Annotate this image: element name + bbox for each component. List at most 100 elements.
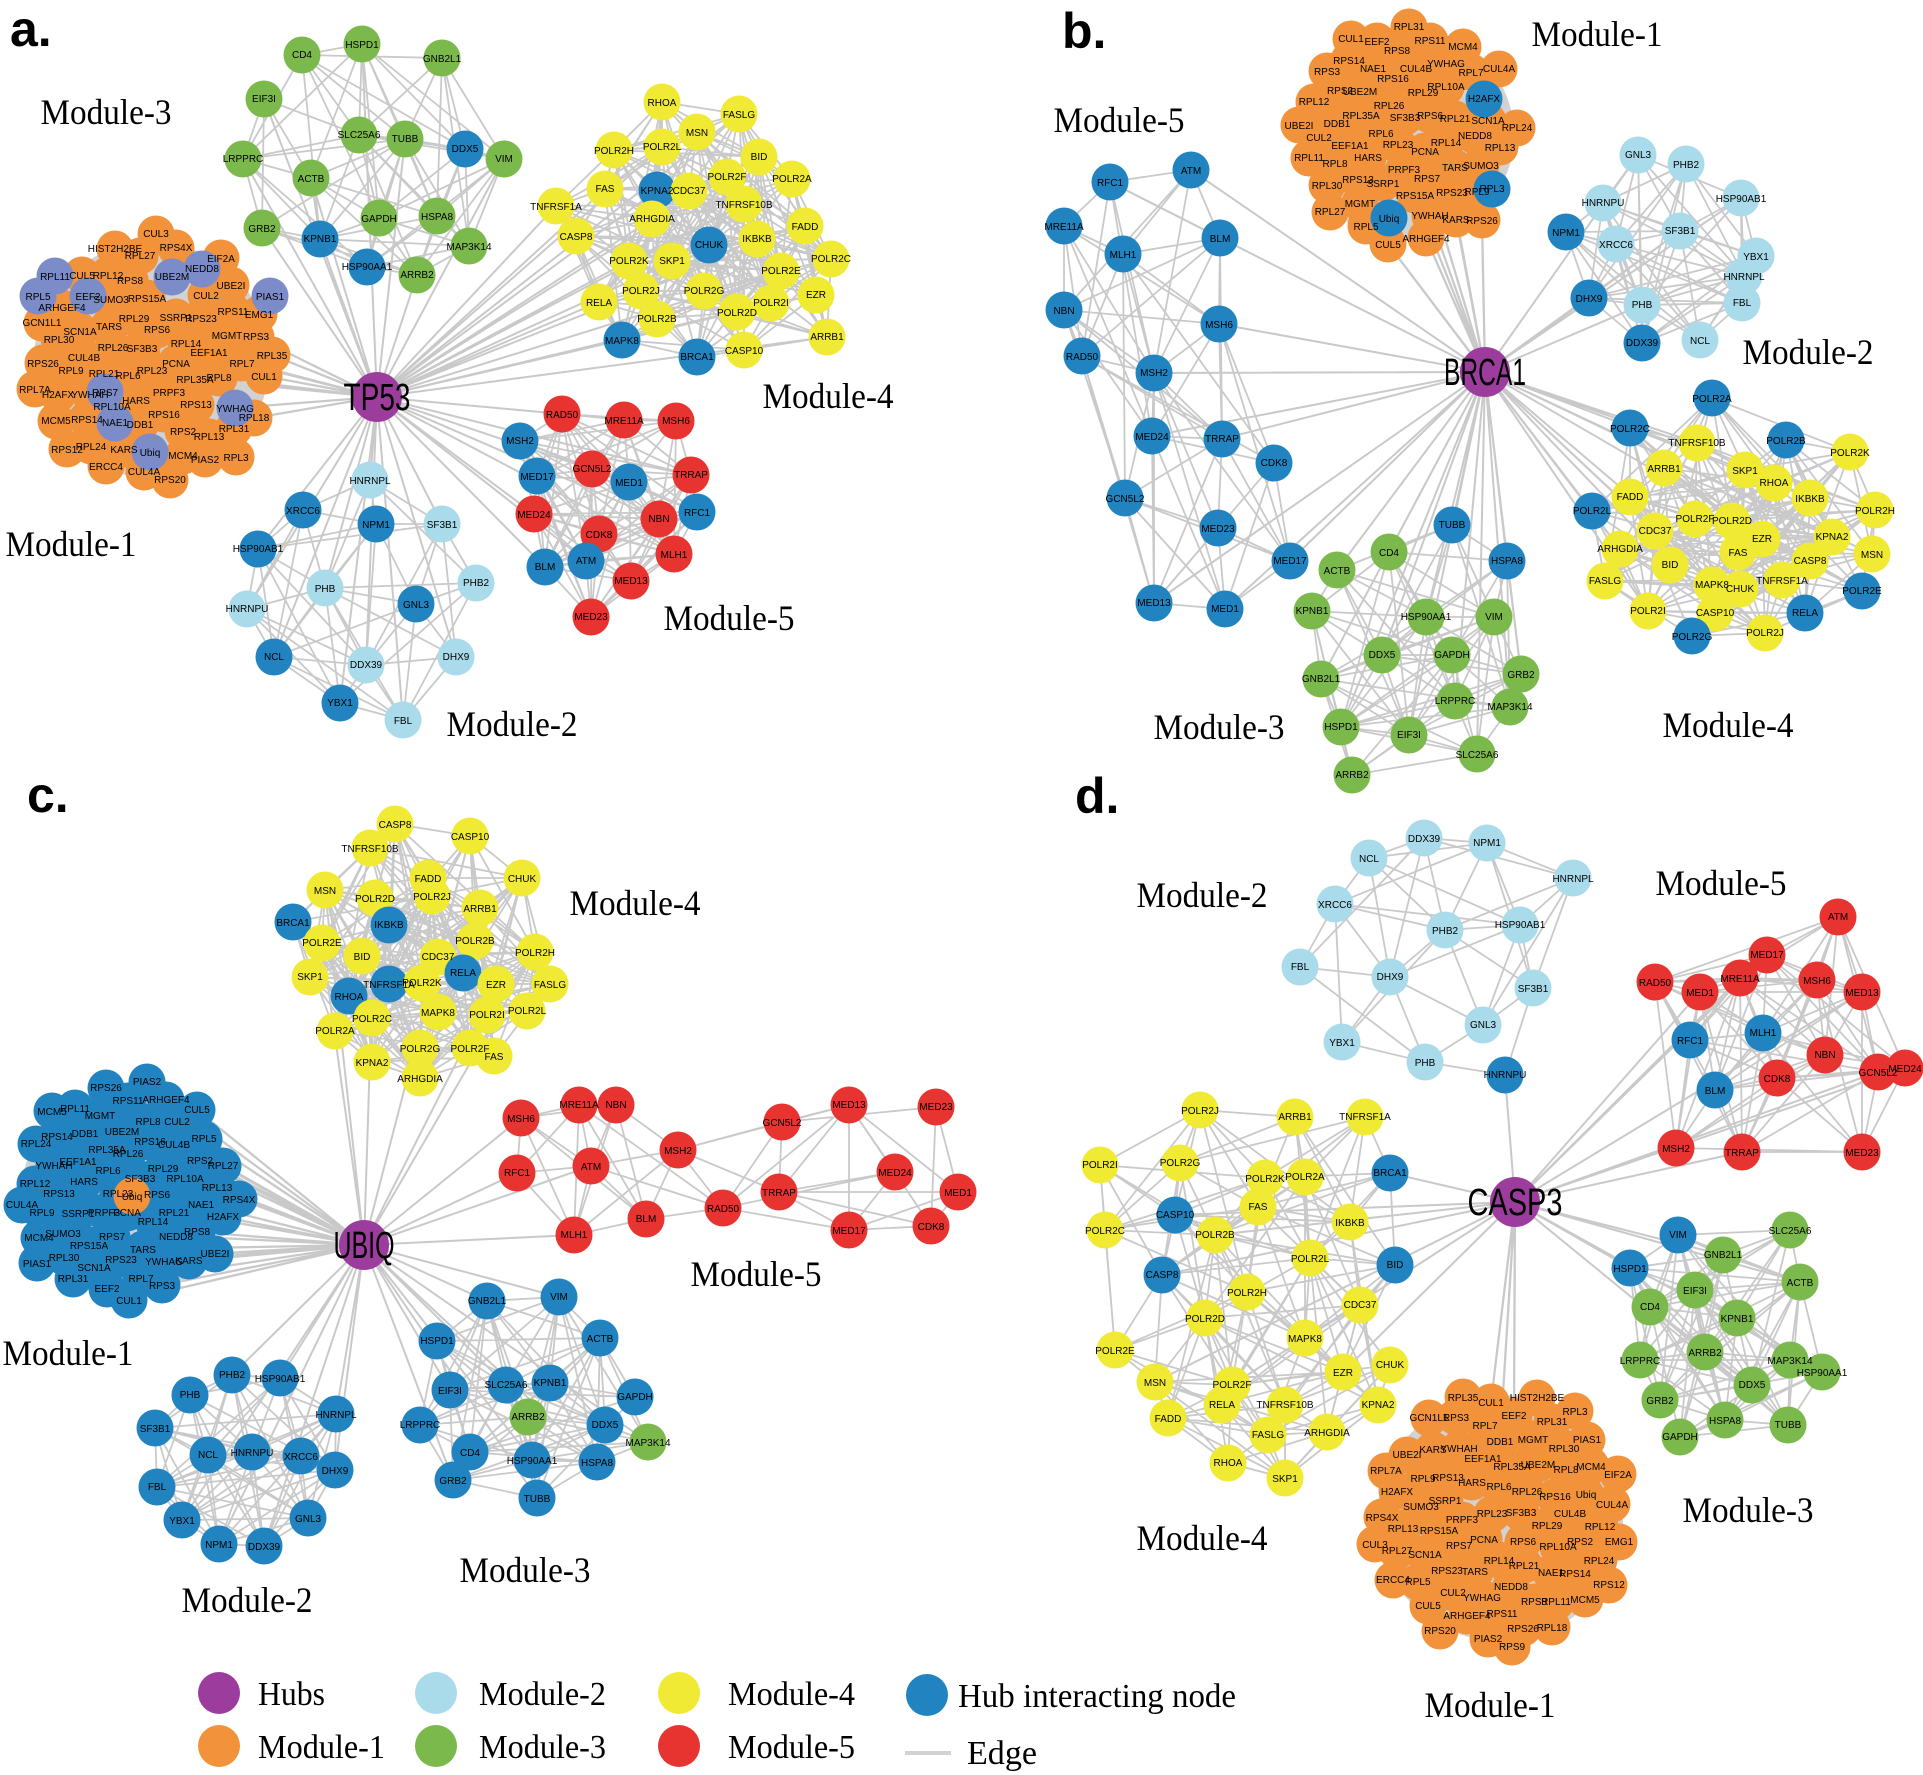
svg-text:MCM4: MCM4 [24,1233,54,1244]
svg-text:MED1: MED1 [615,478,643,489]
svg-text:RPS13: RPS13 [180,400,212,411]
svg-text:RPL8: RPL8 [206,373,231,384]
svg-text:BLM: BLM [535,562,556,573]
svg-text:SSRP1: SSRP1 [1367,179,1400,190]
svg-text:MSH6: MSH6 [1205,320,1233,331]
svg-text:b.: b. [1062,3,1106,59]
svg-text:RPS13: RPS13 [1432,1473,1464,1484]
svg-text:FAS: FAS [485,1052,504,1063]
svg-text:UBE2M: UBE2M [155,272,189,283]
svg-text:RHOA: RHOA [648,98,677,109]
svg-text:NPM1: NPM1 [205,1540,233,1551]
svg-text:RPS6: RPS6 [144,1190,171,1201]
svg-text:POLR2G: POLR2G [684,286,725,297]
svg-text:FAS: FAS [596,184,615,195]
svg-text:RPS6: RPS6 [1417,111,1444,122]
svg-text:MED13: MED13 [1137,598,1171,609]
svg-text:RPS16: RPS16 [1539,1492,1571,1503]
svg-text:RAD50: RAD50 [1639,978,1672,989]
svg-text:RPS23: RPS23 [1431,1566,1463,1577]
svg-text:SLC25A6: SLC25A6 [338,130,381,141]
svg-text:CUL4B: CUL4B [1400,64,1433,75]
svg-text:BLM: BLM [636,1214,657,1225]
svg-text:RPL35: RPL35 [257,351,288,362]
svg-text:Ubiq: Ubiq [122,1192,143,1203]
svg-text:TRRAP: TRRAP [674,470,708,481]
svg-text:SF3B3: SF3B3 [1506,1508,1537,1519]
svg-text:MAPK8: MAPK8 [421,1008,455,1019]
svg-text:MGMT: MGMT [1345,199,1376,210]
svg-text:POLR2L: POLR2L [1573,506,1612,517]
svg-text:MED1: MED1 [944,1188,972,1199]
svg-text:RPL18: RPL18 [239,413,270,424]
svg-text:Hub interacting node: Hub interacting node [958,1678,1236,1715]
svg-text:ACTB: ACTB [1787,1278,1814,1289]
svg-text:CDC37: CDC37 [1639,526,1672,537]
svg-text:POLR2A: POLR2A [315,1026,355,1037]
svg-text:IKBKB: IKBKB [374,920,404,931]
svg-text:RAD50: RAD50 [1066,352,1099,363]
svg-text:NAE1: NAE1 [1360,64,1387,75]
svg-text:POLR2H: POLR2H [594,146,634,157]
svg-text:RPL23: RPL23 [1383,140,1414,151]
svg-text:PHB: PHB [180,1390,201,1401]
svg-text:RPS15A: RPS15A [128,294,167,305]
svg-text:BRCA1: BRCA1 [1444,352,1526,394]
svg-text:KARS: KARS [1419,1445,1447,1456]
svg-text:RHOA: RHOA [1760,478,1789,489]
svg-text:POLR2C: POLR2C [352,1014,392,1025]
svg-text:RPL26: RPL26 [1374,101,1405,112]
svg-text:PCNA: PCNA [113,1208,141,1219]
svg-text:KPNB1: KPNB1 [534,1378,567,1389]
svg-text:HARS: HARS [122,396,150,407]
svg-text:FAS: FAS [1249,1202,1268,1213]
svg-text:RPL3: RPL3 [1562,1407,1587,1418]
svg-text:FASLG: FASLG [1589,576,1621,587]
svg-text:SF3B1: SF3B1 [427,520,458,531]
svg-text:CASP3: CASP3 [1468,1182,1563,1224]
svg-text:EIF3I: EIF3I [252,94,276,105]
svg-text:EIF3I: EIF3I [1397,730,1421,741]
svg-text:RPS2: RPS2 [1327,86,1354,97]
svg-text:RPS3: RPS3 [149,1281,176,1292]
svg-text:RPL31: RPL31 [219,424,250,435]
svg-text:KPNB1: KPNB1 [304,234,337,245]
svg-text:POLR2F: POLR2F [451,1044,490,1055]
svg-text:MED24: MED24 [1135,432,1169,443]
svg-text:MSH2: MSH2 [506,436,534,447]
svg-text:FBL: FBL [394,716,413,727]
svg-text:RHOA: RHOA [335,992,364,1003]
svg-text:RPL21: RPL21 [159,1208,190,1219]
svg-text:TUBB: TUBB [1775,1420,1802,1431]
svg-text:SLC25A6: SLC25A6 [485,1380,528,1391]
svg-text:POLR2A: POLR2A [1692,394,1732,405]
svg-text:MAPK8: MAPK8 [605,336,639,347]
svg-text:FASLG: FASLG [1252,1430,1284,1441]
svg-text:HSPD1: HSPD1 [345,40,379,51]
svg-text:TNFRSF10B: TNFRSF10B [341,844,399,855]
svg-text:KPNB1: KPNB1 [1721,1314,1754,1325]
svg-text:HARS: HARS [1354,153,1382,164]
svg-text:HSP90AB1: HSP90AB1 [1495,920,1546,931]
svg-text:RELA: RELA [450,968,476,979]
svg-text:HNRNPU: HNRNPU [1484,1070,1527,1081]
svg-text:LRPPRC: LRPPRC [1620,1356,1661,1367]
svg-text:SLC25A6: SLC25A6 [1769,1226,1812,1237]
svg-text:RPS15A: RPS15A [70,1241,109,1252]
svg-text:MRE11A: MRE11A [1720,974,1760,985]
svg-text:TUBB: TUBB [392,134,419,145]
svg-text:MSN: MSN [314,886,336,897]
svg-text:RPL5: RPL5 [191,1134,216,1145]
svg-text:NCL: NCL [198,1450,218,1461]
svg-text:POLR2G: POLR2G [1160,1158,1201,1169]
svg-text:RPS6: RPS6 [144,325,171,336]
svg-text:RPS23: RPS23 [105,1255,137,1266]
svg-text:RPS9: RPS9 [1499,1642,1526,1653]
svg-text:RPL23: RPL23 [137,366,168,377]
svg-text:BRCA1: BRCA1 [276,918,310,929]
svg-text:ARHGDIA: ARHGDIA [1597,544,1643,555]
svg-text:CHUK: CHUK [1726,584,1755,595]
svg-text:PIAS2: PIAS2 [1474,1634,1503,1645]
svg-text:NAE1: NAE1 [188,1200,215,1211]
svg-text:CUL4A: CUL4A [6,1200,39,1211]
